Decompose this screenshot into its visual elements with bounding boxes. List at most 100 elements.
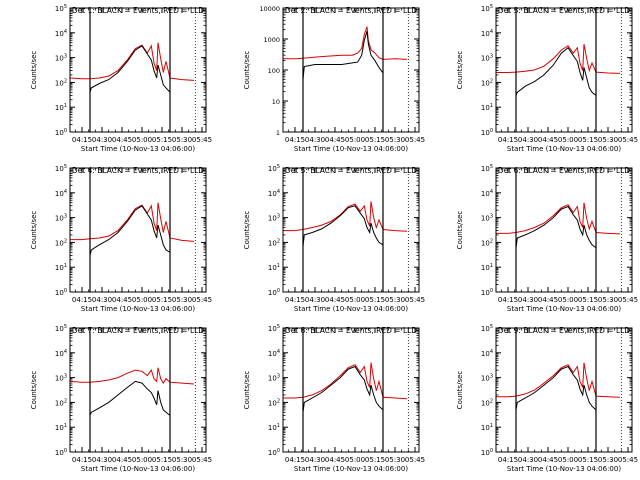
y-tick-label: 104: [55, 189, 67, 198]
panel-title: Det 2: BLACK = Events, RED = LLD: [285, 6, 417, 15]
x-tick-label: 04:45: [112, 136, 132, 144]
plot-frame: [69, 167, 207, 293]
x-axis-label: Start Time (10-Nov-13 04:06:00): [294, 145, 408, 153]
y-tick-label: 10000: [259, 5, 280, 13]
x-axis-label: Start Time (10-Nov-13 04:06:00): [294, 465, 408, 473]
x-axis-label: Start Time (10-Nov-13 04:06:00): [81, 145, 195, 153]
panel-title: Det 8: BLACK = Events, RED = LLD: [285, 326, 417, 335]
y-tick-label: 105: [55, 324, 67, 333]
x-tick-label: 04:30: [305, 456, 325, 464]
x-tick-label: 04:45: [538, 136, 558, 144]
x-tick-label: 04:15: [285, 296, 305, 304]
y-axis-label: Counts/sec: [456, 51, 464, 90]
y-tick-label: 100: [481, 288, 493, 297]
y-tick-label: 100: [268, 448, 280, 457]
x-tick-label: 05:30: [172, 456, 192, 464]
series-lld-line: [283, 201, 408, 232]
x-tick-label: 05:15: [365, 456, 385, 464]
x-tick-label: 05:15: [578, 456, 598, 464]
plot-frame: [495, 327, 633, 453]
x-tick-label: 05:30: [598, 456, 618, 464]
panel-title: Det 6: BLACK = Events, RED = LLD: [498, 166, 630, 175]
y-tick-label: 101: [481, 103, 493, 112]
x-tick-label: 05:15: [578, 296, 598, 304]
panel-title: Det 4: BLACK = Events, RED = LLD: [72, 166, 204, 175]
x-tick-label: 05:00: [132, 296, 152, 304]
y-tick-label: 101: [55, 423, 67, 432]
y-tick-label: 105: [55, 164, 67, 173]
x-tick-label: 05:45: [405, 136, 425, 144]
plot-frame: [69, 327, 207, 453]
series-events-line: [89, 205, 171, 256]
x-tick-label: 05:45: [618, 456, 638, 464]
y-tick-label: 104: [268, 189, 280, 198]
x-tick-label: 05:00: [345, 456, 365, 464]
y-tick-label: 104: [481, 29, 493, 38]
y-tick-label: 103: [268, 214, 280, 223]
x-tick-label: 04:45: [325, 456, 345, 464]
x-axis-label: Start Time (10-Nov-13 04:06:00): [507, 305, 621, 313]
y-tick-label: 104: [481, 189, 493, 198]
y-tick-label: 100: [55, 288, 67, 297]
plot-frame: [495, 167, 633, 293]
x-tick-label: 05:45: [405, 296, 425, 304]
x-tick-label: 05:45: [405, 456, 425, 464]
series-events-line: [89, 45, 171, 93]
y-tick-label: 101: [481, 263, 493, 272]
x-tick-label: 05:30: [172, 296, 192, 304]
x-tick-label: 05:15: [152, 296, 172, 304]
x-tick-label: 05:00: [345, 296, 365, 304]
y-tick-label: 105: [268, 324, 280, 333]
series-events-line: [515, 46, 597, 96]
x-tick-label: 04:30: [92, 136, 112, 144]
y-axis-label: Counts/sec: [243, 371, 251, 410]
y-axis-label: Counts/sec: [243, 211, 251, 250]
y-tick-label: 103: [481, 54, 493, 63]
plot-frame: [282, 167, 420, 293]
y-axis-label: Counts/sec: [30, 51, 38, 90]
series-lld-line: [70, 367, 195, 385]
y-tick-label: 102: [481, 398, 493, 407]
x-tick-label: 05:00: [558, 136, 578, 144]
x-tick-label: 04:45: [538, 456, 558, 464]
x-tick-label: 05:30: [385, 136, 405, 144]
y-tick-label: 104: [55, 349, 67, 358]
x-tick-label: 04:15: [72, 296, 92, 304]
panel-title: Det 7: BLACK = Events, RED = LLD: [72, 326, 204, 335]
x-axis-label: Start Time (10-Nov-13 04:06:00): [507, 145, 621, 153]
panel-title: Det 3: BLACK = Events, RED = LLD: [498, 6, 630, 15]
x-tick-label: 04:15: [72, 456, 92, 464]
y-tick-label: 103: [481, 374, 493, 383]
series-lld-line: [496, 44, 621, 74]
y-axis-label: Counts/sec: [243, 51, 251, 90]
x-tick-label: 05:30: [598, 296, 618, 304]
y-axis-label: Counts/sec: [30, 211, 38, 250]
y-tick-label: 101: [481, 423, 493, 432]
x-tick-label: 05:15: [152, 136, 172, 144]
x-tick-label: 05:45: [192, 136, 212, 144]
y-tick-label: 105: [481, 324, 493, 333]
x-tick-label: 04:30: [305, 296, 325, 304]
y-tick-label: 104: [481, 349, 493, 358]
x-axis-label: Start Time (10-Nov-13 04:06:00): [507, 465, 621, 473]
y-tick-label: 102: [268, 398, 280, 407]
x-axis-label: Start Time (10-Nov-13 04:06:00): [81, 465, 195, 473]
y-tick-label: 101: [55, 263, 67, 272]
plot-frame: [495, 7, 633, 133]
series-events-line: [302, 30, 384, 80]
y-tick-label: 104: [55, 29, 67, 38]
y-tick-label: 104: [268, 349, 280, 358]
y-tick-label: 102: [55, 78, 67, 87]
y-tick-label: 105: [481, 164, 493, 173]
x-tick-label: 05:15: [578, 136, 598, 144]
x-tick-label: 04:45: [112, 296, 132, 304]
series-events-line: [515, 365, 597, 411]
y-tick-label: 102: [55, 238, 67, 247]
series-lld-line: [283, 26, 408, 60]
series-lld-line: [70, 42, 195, 81]
y-axis-label: Counts/sec: [456, 371, 464, 410]
x-tick-label: 05:00: [558, 456, 578, 464]
